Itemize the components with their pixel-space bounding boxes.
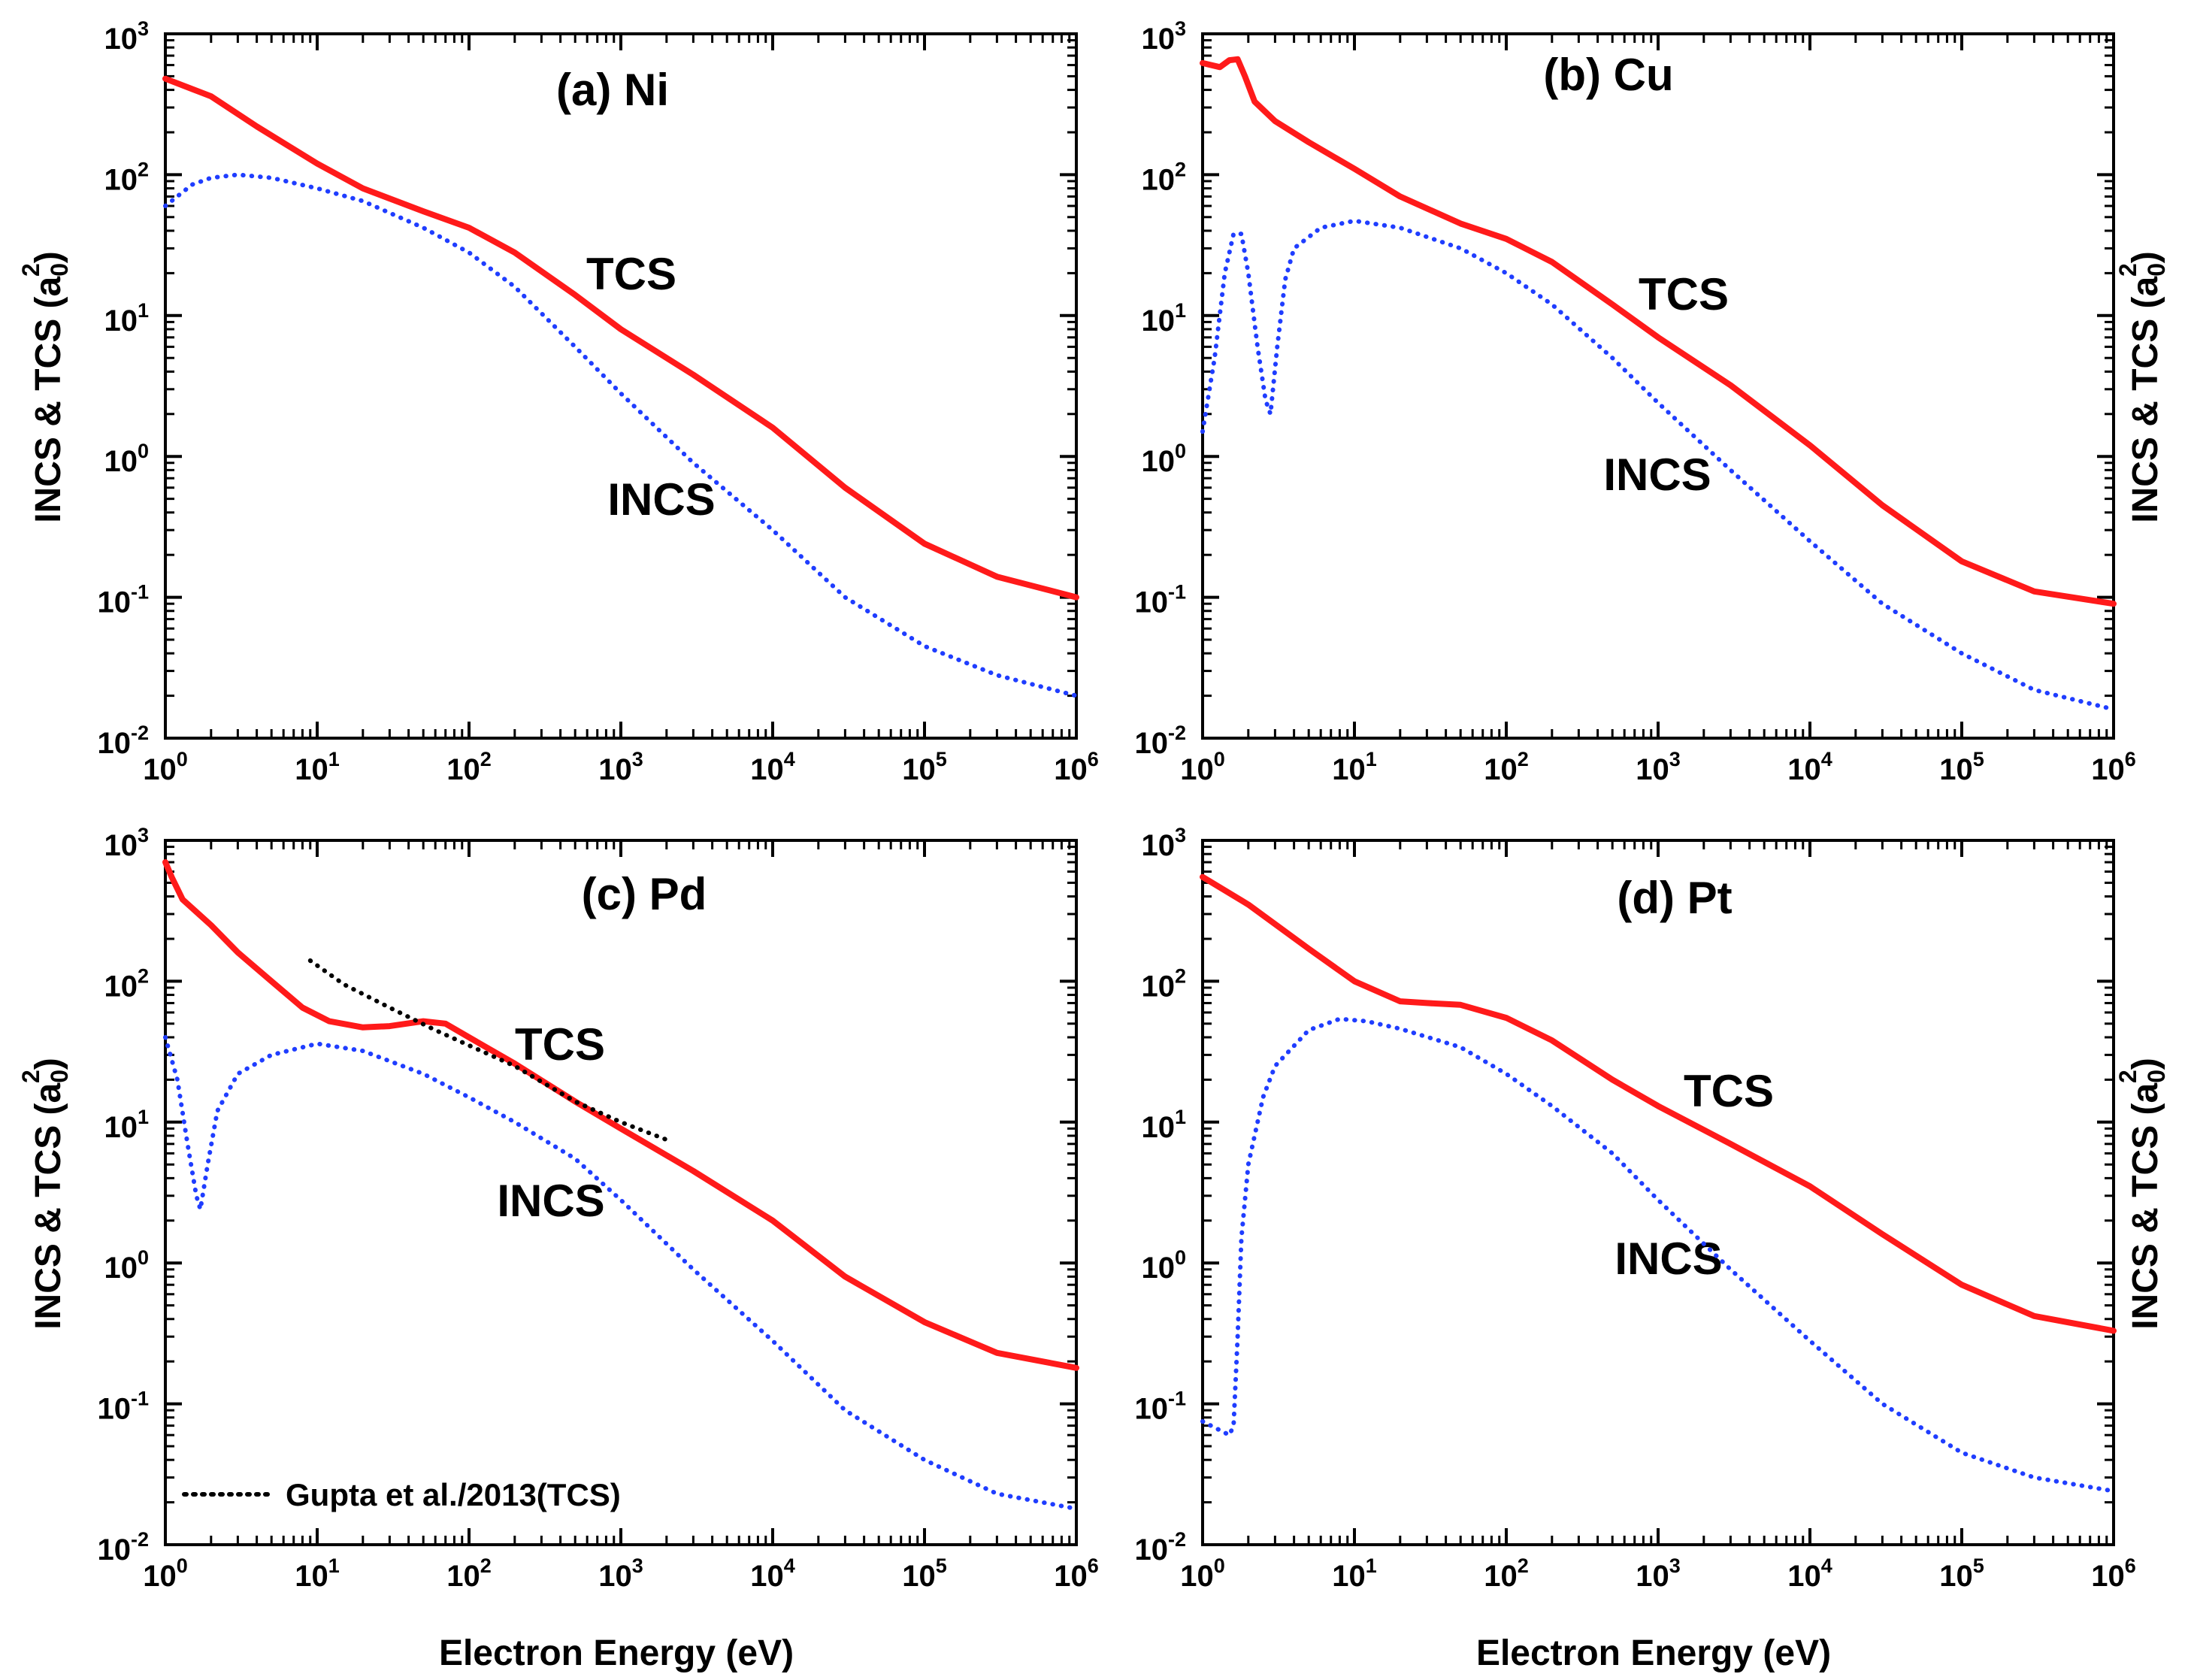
x-tick-label: 104 — [1787, 748, 1832, 786]
x-tick-label: 103 — [598, 1554, 643, 1593]
svg-text:INCS & TCS (a02): INCS & TCS (a02) — [17, 251, 73, 523]
svg-text:INCS & TCS (a02): INCS & TCS (a02) — [2114, 251, 2170, 523]
x-tick-label: 101 — [295, 748, 340, 786]
plot-frame — [164, 32, 1078, 740]
x-axis-title-left: Electron Energy (eV) — [439, 1633, 794, 1673]
gupta-2013-line — [307, 958, 669, 1143]
x-tick-label: 106 — [1054, 1554, 1099, 1593]
x-tick-label: 100 — [143, 748, 188, 786]
incs-curve-label: INCS — [1615, 1234, 1722, 1284]
panel-b: (b) Cu TCS INCS 100 101 102 103 104 105 106 10-… — [1134, 17, 2135, 786]
y-tick-label: 100 — [1141, 440, 1186, 478]
panel-title: (a) Ni — [556, 65, 669, 115]
x-tick-label: 103 — [1636, 1554, 1681, 1593]
y-axis-title-c: INCS & TCS (a02) — [17, 1058, 73, 1330]
y-tick-label: 102 — [104, 964, 149, 1003]
x-tick-label: 105 — [902, 1554, 947, 1593]
axis-ticks — [1201, 32, 2115, 740]
x-tick-label: 106 — [1054, 748, 1099, 786]
x-tick-label: 102 — [446, 748, 492, 786]
x-tick-label: 102 — [1484, 748, 1529, 786]
x-tick-label: 105 — [902, 748, 947, 786]
x-tick-label: 100 — [1180, 748, 1225, 786]
tcs-curve-label: TCS — [586, 249, 676, 299]
y-tick-label: 10-2 — [97, 1528, 149, 1566]
incs-curve-label: INCS — [1603, 450, 1711, 500]
x-tick-label: 103 — [1636, 748, 1681, 786]
x-tick-label: 102 — [446, 1554, 492, 1593]
panel-a: (a) Ni TCS INCS 100 101 102 103 104 105 106 10-… — [97, 17, 1098, 786]
panel-title: (d) Pt — [1617, 873, 1732, 923]
plot-frame — [1201, 32, 2115, 740]
axis-ticks — [1201, 839, 2115, 1546]
y-tick-label: 101 — [1141, 299, 1186, 338]
y-axis-title-b: INCS & TCS (a02) — [2114, 251, 2170, 523]
y-tick-label: 100 — [1141, 1246, 1186, 1285]
x-tick-label: 100 — [143, 1554, 188, 1593]
incs-line — [163, 1035, 1079, 1512]
tcs-curve-label: TCS — [515, 1019, 605, 1070]
tcs-line — [162, 75, 1079, 601]
svg-text:INCS & TCS (a02): INCS & TCS (a02) — [17, 1058, 73, 1330]
x-tick-label: 101 — [1332, 748, 1377, 786]
x-tick-label: 101 — [295, 1554, 340, 1593]
tcs-line — [162, 859, 1079, 1371]
y-axis-title-a: INCS & TCS (a02) — [17, 251, 73, 523]
tcs-curve-label: TCS — [1639, 269, 1729, 319]
panel-d: (d) Pt TCS INCS 100 101 102 103 104 105 106 10-… — [1134, 824, 2135, 1593]
panel-title: (b) Cu — [1543, 50, 1673, 100]
tcs-line — [1200, 56, 2117, 607]
incs-line — [1200, 1016, 2116, 1494]
tcs-line — [1200, 873, 2117, 1334]
y-tick-label: 101 — [104, 299, 149, 338]
incs-line — [1200, 218, 2116, 712]
x-tick-label: 104 — [1787, 1554, 1832, 1593]
y-tick-label: 10-1 — [1134, 1388, 1186, 1426]
incs-line — [163, 172, 1079, 698]
x-tick-label: 104 — [750, 748, 795, 786]
y-tick-label: 10-1 — [97, 581, 149, 619]
y-tick-label: 102 — [1141, 158, 1186, 196]
axis-ticks — [164, 32, 1078, 740]
svg-text:INCS & TCS (a02): INCS & TCS (a02) — [2114, 1058, 2170, 1330]
plot-frame — [1201, 839, 2115, 1546]
y-tick-label: 103 — [104, 824, 149, 862]
x-tick-label: 105 — [1939, 1554, 1984, 1593]
axis-ticks — [164, 839, 1078, 1546]
y-tick-label: 10-2 — [97, 722, 149, 760]
y-tick-label: 101 — [104, 1106, 149, 1144]
y-tick-label: 101 — [1141, 1106, 1186, 1144]
y-tick-label: 103 — [104, 17, 149, 56]
x-tick-label: 105 — [1939, 748, 1984, 786]
x-tick-label: 106 — [2091, 748, 2136, 786]
x-tick-label: 104 — [750, 1554, 795, 1593]
y-tick-label: 102 — [1141, 964, 1186, 1003]
y-tick-label: 10-1 — [1134, 581, 1186, 619]
panel-title: (c) Pd — [582, 869, 707, 919]
x-tick-label: 101 — [1332, 1554, 1377, 1593]
x-tick-label: 106 — [2091, 1554, 2136, 1593]
x-tick-label: 102 — [1484, 1554, 1529, 1593]
y-tick-label: 103 — [1141, 824, 1186, 862]
x-tick-label: 100 — [1180, 1554, 1225, 1593]
y-axis-title-d: INCS & TCS (a02) — [2114, 1058, 2170, 1330]
plot-frame — [164, 839, 1078, 1546]
x-tick-label: 103 — [598, 748, 643, 786]
y-tick-label: 100 — [104, 440, 149, 478]
y-tick-label: 102 — [104, 158, 149, 196]
incs-curve-label: INCS — [497, 1176, 604, 1226]
panel-c: (c) Pd TCS INCS Gupta et al./2013(TCS) 1… — [97, 824, 1098, 1593]
y-tick-label: 100 — [104, 1246, 149, 1285]
incs-curve-label: INCS — [607, 474, 715, 525]
tcs-curve-label: TCS — [1684, 1066, 1774, 1116]
y-tick-label: 10-2 — [1134, 722, 1186, 760]
legend-label: Gupta et al./2013(TCS) — [286, 1477, 621, 1512]
y-tick-label: 103 — [1141, 17, 1186, 56]
x-axis-title-right: Electron Energy (eV) — [1476, 1633, 1831, 1673]
y-tick-label: 10-2 — [1134, 1528, 1186, 1566]
y-tick-label: 10-1 — [97, 1388, 149, 1426]
